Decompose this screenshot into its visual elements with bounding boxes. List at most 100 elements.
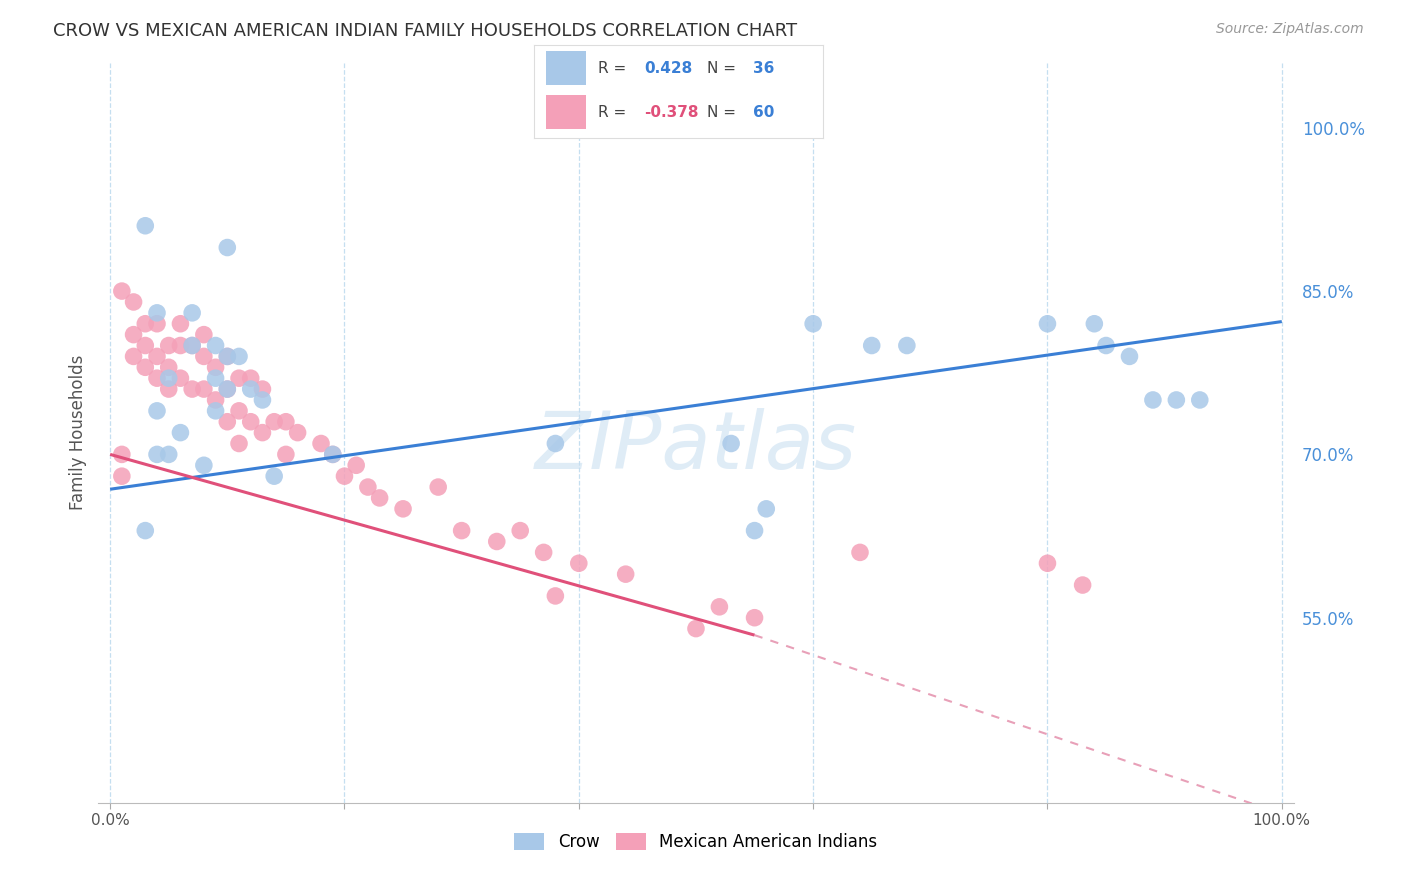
Point [252, 382, 274, 396]
Point [801, 317, 824, 331]
Point [228, 371, 250, 385]
Point [709, 599, 731, 614]
Text: R =: R = [598, 62, 631, 77]
Text: N =: N = [707, 104, 741, 120]
Point [193, 382, 215, 396]
Point [509, 524, 531, 538]
Point [111, 447, 134, 461]
Point [157, 338, 180, 352]
Point [169, 371, 191, 385]
Point [849, 545, 872, 559]
Point [239, 371, 262, 385]
Point [122, 327, 145, 342]
Point [544, 589, 567, 603]
Point [368, 491, 391, 505]
Point [896, 338, 918, 352]
Point [485, 534, 508, 549]
Point [228, 404, 250, 418]
Text: Source: ZipAtlas.com: Source: ZipAtlas.com [1216, 22, 1364, 37]
Bar [546, 51, 586, 85]
Point [134, 338, 156, 352]
Y-axis label: Family Households: Family Households [69, 355, 87, 510]
Point [309, 436, 332, 450]
Point [322, 447, 344, 461]
Point [614, 567, 637, 582]
Point [193, 458, 215, 473]
Point [146, 371, 169, 385]
Point [204, 404, 226, 418]
Point [744, 524, 766, 538]
Point [157, 371, 180, 385]
Point [357, 480, 380, 494]
Point [274, 415, 297, 429]
Text: ZIPatlas: ZIPatlas [534, 409, 858, 486]
Point [134, 360, 156, 375]
Point [204, 360, 226, 375]
Point [392, 501, 415, 516]
Point [263, 415, 285, 429]
Point [111, 469, 134, 483]
Point [146, 404, 169, 418]
Point [333, 469, 356, 483]
Point [193, 327, 215, 342]
Point [111, 284, 134, 298]
Point [252, 425, 274, 440]
Legend: Crow, Mexican American Indians: Crow, Mexican American Indians [508, 826, 884, 857]
Text: N =: N = [707, 62, 741, 77]
Point [1118, 350, 1140, 364]
Point [228, 436, 250, 450]
Point [755, 501, 778, 516]
Point [217, 241, 239, 255]
Bar [546, 95, 586, 129]
Point [217, 350, 239, 364]
Point [204, 371, 226, 385]
Point [228, 350, 250, 364]
Point [1036, 556, 1059, 570]
Text: R =: R = [598, 104, 631, 120]
Point [169, 425, 191, 440]
Point [157, 382, 180, 396]
Point [239, 415, 262, 429]
Point [157, 447, 180, 461]
Text: 36: 36 [754, 62, 775, 77]
Point [544, 436, 567, 450]
Point [1071, 578, 1094, 592]
Point [146, 447, 169, 461]
Point [181, 338, 204, 352]
Point [217, 415, 239, 429]
Point [533, 545, 555, 559]
Point [122, 350, 145, 364]
Point [344, 458, 367, 473]
Point [274, 447, 297, 461]
Point [217, 382, 239, 396]
Point [122, 295, 145, 310]
Point [134, 317, 156, 331]
Point [568, 556, 591, 570]
Point [720, 436, 742, 450]
Text: 60: 60 [754, 104, 775, 120]
Text: 0.428: 0.428 [644, 62, 692, 77]
Point [217, 382, 239, 396]
Point [1142, 392, 1164, 407]
Point [146, 317, 169, 331]
Point [204, 392, 226, 407]
Point [263, 469, 285, 483]
Text: CROW VS MEXICAN AMERICAN INDIAN FAMILY HOUSEHOLDS CORRELATION CHART: CROW VS MEXICAN AMERICAN INDIAN FAMILY H… [53, 22, 797, 40]
Point [427, 480, 450, 494]
Point [322, 447, 344, 461]
Point [685, 622, 707, 636]
Point [860, 338, 883, 352]
Point [181, 382, 204, 396]
Point [204, 338, 226, 352]
Point [181, 306, 204, 320]
Point [1083, 317, 1105, 331]
Point [134, 219, 156, 233]
Text: -0.378: -0.378 [644, 104, 699, 120]
Point [193, 350, 215, 364]
Point [1188, 392, 1211, 407]
Point [181, 338, 204, 352]
Point [146, 350, 169, 364]
Point [169, 338, 191, 352]
Point [287, 425, 309, 440]
Point [450, 524, 472, 538]
